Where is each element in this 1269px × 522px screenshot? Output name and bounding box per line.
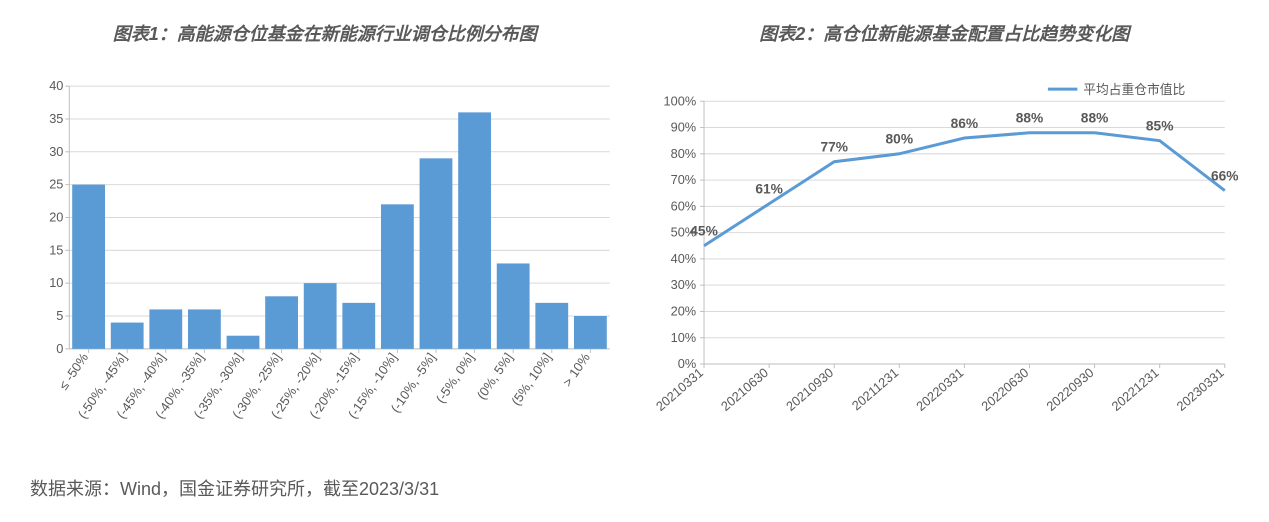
chart2-ytick: 80% <box>670 146 696 161</box>
chart1-bar <box>381 204 414 349</box>
chart2-xtick: 20221231 <box>1108 365 1161 414</box>
chart1-bar <box>535 303 568 349</box>
chart1-bar <box>342 303 375 349</box>
chart1-bar <box>458 112 491 348</box>
chart1-bar <box>111 323 144 349</box>
chart2-datalabel: 88% <box>1015 110 1043 126</box>
chart2-xtick: 20220630 <box>978 365 1031 414</box>
chart2-datalabel: 88% <box>1080 110 1108 126</box>
chart1-bar <box>304 283 337 349</box>
chart1-ytick: 0 <box>56 341 63 356</box>
page: 图表1：高能源仓位基金在新能源行业调仓比例分布图 0 5 10 15 20 25 30 35 4… <box>0 0 1269 522</box>
chart1-title: 图表1：高能源仓位基金在新能源行业调仓比例分布图 <box>30 20 620 46</box>
chart1-xtick: > 10% <box>560 350 593 390</box>
chart2-ytick: 90% <box>670 119 696 134</box>
chart1-bar <box>227 336 260 349</box>
chart2-ytick: 100% <box>663 93 696 108</box>
chart1-ytick: 25 <box>49 177 63 192</box>
chart1-bar <box>574 316 607 349</box>
chart2-body: 0%10%20%30%40%50%60%70%80%90%100%45%2021… <box>650 76 1240 460</box>
chart1-bar <box>72 185 105 349</box>
chart1-xtick: (0%, 5%] <box>474 350 516 402</box>
chart2-ytick: 60% <box>670 198 696 213</box>
chart1-ytick: 20 <box>49 209 63 224</box>
chart2-panel: 图表2：高仓位新能源基金配置占比趋势变化图 0%10%20%30%40%50%6… <box>650 20 1240 460</box>
chart1-bar <box>149 309 182 348</box>
chart1-ytick: 10 <box>49 275 63 290</box>
chart1-body: 0510152025303540≤ -50%(-50%, -45%](-45%,… <box>30 76 620 460</box>
chart1-bar <box>188 309 221 348</box>
chart2-xtick: 20210630 <box>718 365 771 414</box>
chart2-datalabel: 77% <box>820 138 848 154</box>
chart2-datalabel: 45% <box>690 222 718 238</box>
chart1-bar <box>497 263 530 348</box>
chart1-bar <box>420 158 453 348</box>
chart2-ytick: 10% <box>670 330 696 345</box>
chart2-xtick: 20220930 <box>1043 365 1096 414</box>
chart2-ytick: 40% <box>670 251 696 266</box>
chart1-xtick: ≤ -50% <box>56 350 92 393</box>
charts-row: 图表1：高能源仓位基金在新能源行业调仓比例分布图 0 5 10 15 20 25 30 35 4… <box>30 20 1239 460</box>
chart1-svg: 0510152025303540≤ -50%(-50%, -45%](-45%,… <box>30 76 620 460</box>
chart1-panel: 图表1：高能源仓位基金在新能源行业调仓比例分布图 0 5 10 15 20 25 30 35 4… <box>30 20 620 460</box>
chart2-xtick: 20211231 <box>848 365 900 414</box>
chart2-datalabel: 80% <box>885 131 913 147</box>
chart1-ytick: 5 <box>56 308 63 323</box>
chart2-svg: 0%10%20%30%40%50%60%70%80%90%100%45%2021… <box>650 76 1240 460</box>
chart2-datalabel: 66% <box>1211 167 1239 183</box>
chart1-ytick: 35 <box>49 111 63 126</box>
chart2-datalabel: 86% <box>950 115 978 131</box>
chart2-datalabel: 85% <box>1145 117 1173 133</box>
chart2-ytick: 20% <box>670 303 696 318</box>
chart1-bar <box>265 296 298 349</box>
data-source: 数据来源：Wind，国金证券研究所，截至2023/3/31 <box>30 475 1239 501</box>
chart2-datalabel: 61% <box>755 180 783 196</box>
chart2-xtick: 20210331 <box>652 365 705 414</box>
chart2-ytick: 70% <box>670 172 696 187</box>
chart2-xtick: 20230331 <box>1173 365 1226 414</box>
chart2-xtick: 20210930 <box>783 365 836 414</box>
chart2-legend-label: 平均占重仓市值比 <box>1083 82 1185 97</box>
chart1-ytick: 30 <box>49 144 63 159</box>
chart2-title: 图表2：高仓位新能源基金配置占比趋势变化图 <box>650 20 1240 46</box>
chart2-xtick: 20220331 <box>913 365 966 414</box>
chart1-ytick: 40 <box>49 78 63 93</box>
chart1-ytick: 15 <box>49 242 63 257</box>
chart1-xtick: (-5%, 0%] <box>433 350 477 406</box>
chart2-ytick: 30% <box>670 277 696 292</box>
